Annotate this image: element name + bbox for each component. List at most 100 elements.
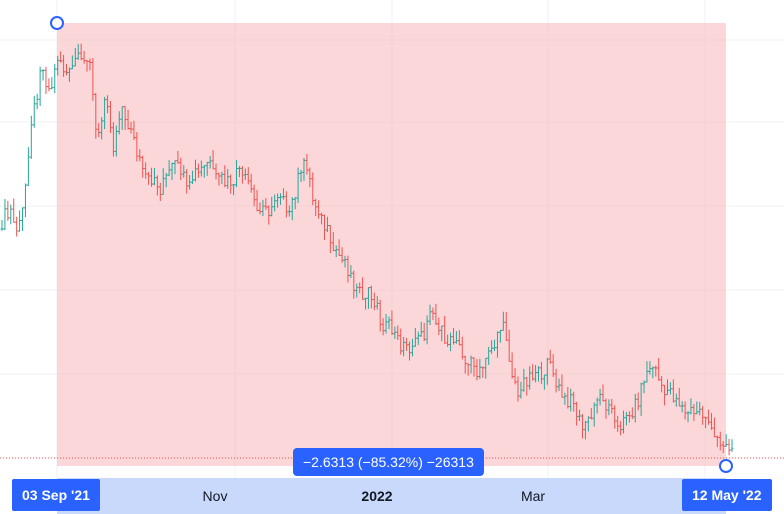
ohlc-bar [580, 413, 584, 439]
x-tick-label: Nov [202, 488, 228, 504]
measure-range-area [57, 23, 726, 466]
ohlc-bar [208, 155, 212, 169]
ohlc-bar [466, 363, 470, 376]
ohlc-bar [686, 411, 690, 423]
ohlc-bar [516, 376, 520, 402]
ohlc-bar [566, 386, 570, 409]
ohlc-bar [399, 328, 403, 355]
price-chart[interactable] [0, 0, 784, 478]
measure-end-handle[interactable] [719, 459, 733, 473]
ohlc-bar [715, 435, 719, 448]
ohlc-bar [677, 387, 681, 407]
ohlc-bar [9, 204, 13, 225]
ohlc-bar [449, 332, 453, 352]
ohlc-bar [451, 328, 455, 345]
ohlc-bar [668, 382, 672, 395]
ohlc-bar [396, 325, 400, 340]
ohlc-bar [111, 122, 115, 157]
ohlc-bar [358, 282, 362, 294]
ohlc-bar [308, 167, 312, 187]
ohlc-bar [94, 92, 98, 139]
ohlc-bar [671, 379, 675, 403]
ohlc-bar [331, 232, 335, 252]
ohlc-bar [79, 43, 83, 61]
ohlc-bar [384, 313, 388, 334]
ohlc-bar [70, 55, 74, 70]
ohlc-bar [607, 399, 611, 416]
ohlc-bar [15, 216, 19, 237]
ohlc-bar [554, 368, 558, 393]
ohlc-bar [252, 184, 256, 207]
ohlc-bar [443, 315, 447, 344]
ohlc-bar [226, 169, 230, 189]
ohlc-bar [64, 63, 68, 76]
ohlc-bar [507, 329, 511, 362]
ohlc-bar [59, 51, 63, 63]
ohlc-bar [73, 47, 77, 67]
end-date-badge: 12 May '22 [682, 479, 772, 511]
ohlc-bar [305, 154, 309, 175]
ohlc-bar [589, 407, 593, 420]
ohlc-bar [299, 169, 303, 182]
ohlc-bar [199, 160, 203, 177]
ohlc-bar [704, 416, 708, 429]
ohlc-bar [85, 59, 89, 72]
ohlc-bar [419, 321, 423, 337]
ohlc-bar [152, 167, 156, 186]
ohlc-bar [663, 384, 667, 406]
ohlc-bar [193, 159, 197, 182]
ohlc-bar [273, 194, 277, 212]
ohlc-bar [343, 255, 347, 268]
ohlc-bar [405, 337, 409, 351]
ohlc-bar [267, 205, 271, 225]
ohlc-bar [314, 198, 318, 217]
ohlc-bar [117, 111, 121, 135]
ohlc-bar [375, 295, 379, 310]
ohlc-bar [191, 170, 195, 184]
ohlc-bar [361, 277, 365, 300]
ohlc-bar [0, 220, 4, 231]
ohlc-bar [337, 239, 341, 256]
ohlc-bar [651, 366, 655, 379]
ohlc-bar [586, 416, 590, 432]
ohlc-bar [35, 93, 39, 110]
ohlc-bar [243, 168, 247, 180]
ohlc-bar [3, 199, 7, 231]
ohlc-bar [666, 379, 670, 396]
ohlc-bar [261, 199, 265, 217]
ohlc-bar [410, 338, 414, 357]
ohlc-bar [364, 297, 368, 310]
ohlc-bar [434, 303, 438, 326]
ohlc-bar [258, 202, 262, 215]
ohlc-bar [167, 160, 171, 177]
x-tick-label: Mar [520, 488, 546, 504]
ohlc-bar [624, 412, 628, 426]
ohlc-bar [311, 172, 315, 206]
ohlc-bar [654, 365, 658, 377]
ohlc-bar [709, 413, 713, 430]
ohlc-bar [150, 167, 154, 187]
ohlc-bar [551, 354, 555, 377]
ohlc-bar [23, 183, 27, 218]
ohlc-bar [630, 407, 634, 420]
ohlc-bar [249, 173, 253, 193]
measure-start-handle[interactable] [50, 16, 64, 30]
ohlc-bar [29, 115, 33, 159]
ohlc-bar [701, 405, 705, 425]
ohlc-bar [393, 326, 397, 339]
ohlc-bar [422, 322, 426, 342]
ohlc-bar [120, 106, 124, 130]
ohlc-bar [21, 207, 25, 231]
ohlc-bar [240, 166, 244, 184]
ohlc-bar [595, 397, 599, 414]
ohlc-bar [41, 69, 45, 81]
ohlc-bar [255, 189, 259, 212]
ohlc-bar [428, 304, 432, 325]
ohlc-bar [355, 283, 359, 298]
ohlc-bar [322, 214, 326, 240]
ohlc-bar [730, 439, 734, 452]
ohlc-bar [97, 123, 101, 138]
ohlc-bar [390, 310, 394, 336]
ohlc-bar [522, 368, 526, 392]
ohlc-bar [38, 66, 42, 107]
